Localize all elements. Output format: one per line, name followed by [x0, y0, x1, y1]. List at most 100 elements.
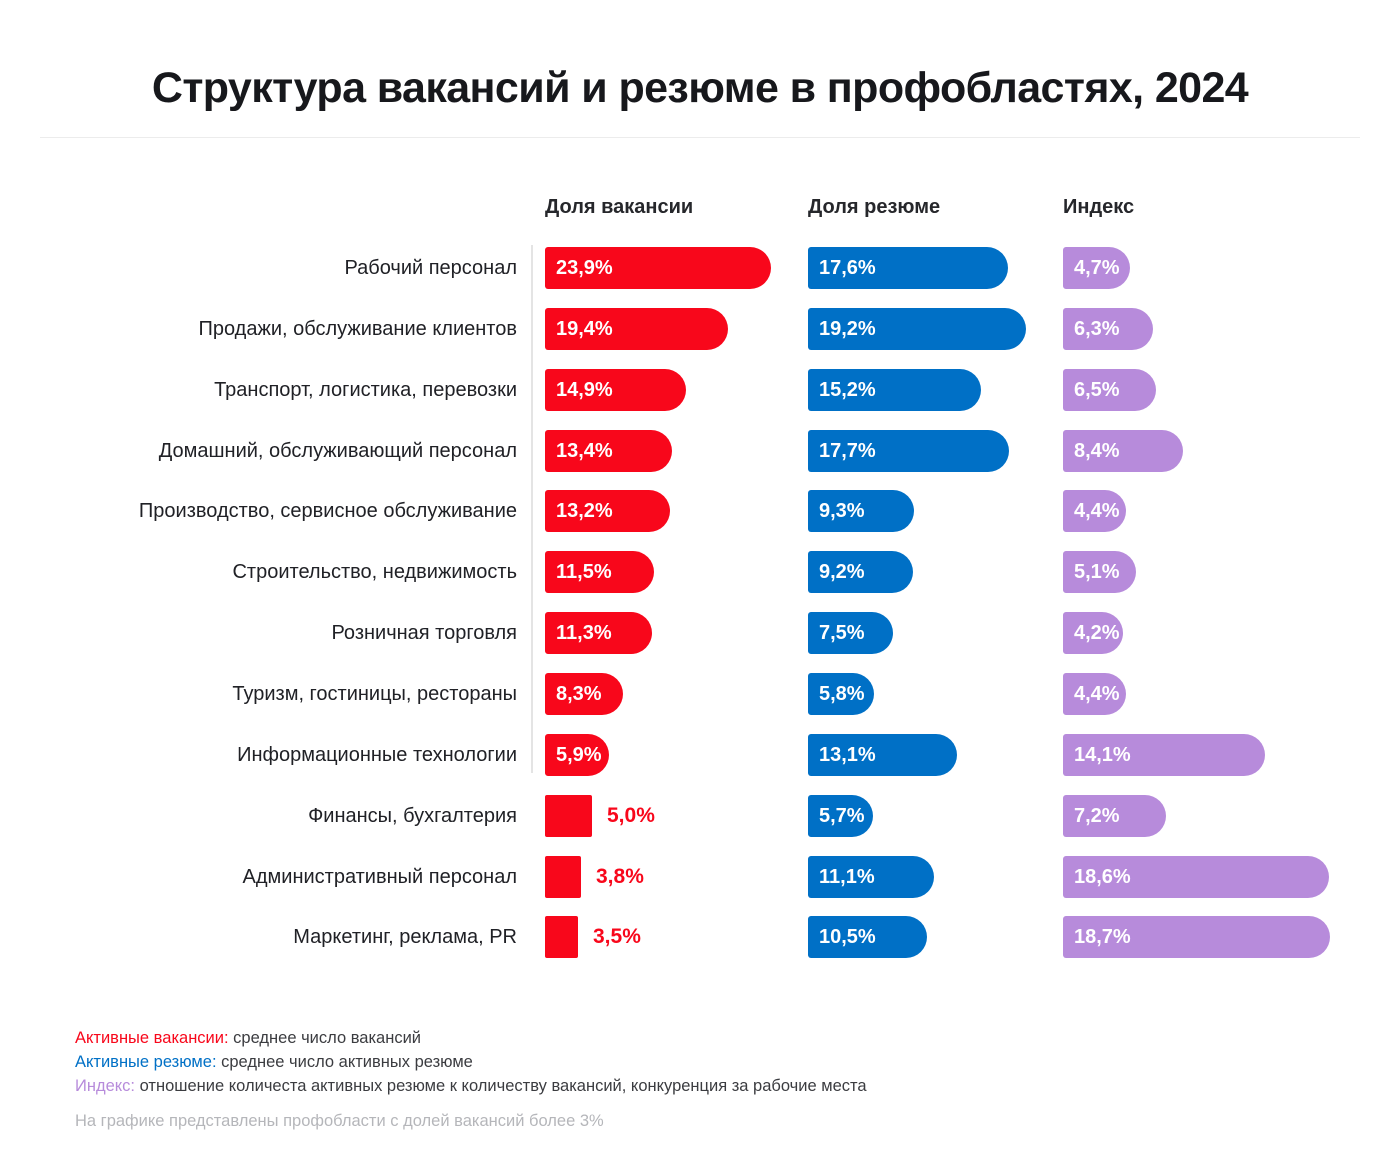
- vacancy-value-label: 13,2%: [556, 500, 613, 523]
- chart-row: Домашний, обслуживающий персонал 13,4% 17,…: [0, 429, 1400, 472]
- index-bar: 4,7%: [1063, 247, 1130, 289]
- chart-row: Строительство, недвижимость 11,5% 9,2% 5,1%: [0, 551, 1400, 594]
- vacancy-value-label: 8,3%: [556, 682, 602, 705]
- resume-bar: 9,3%: [808, 490, 914, 533]
- legend: Активные вакансии: среднее число ваканси…: [75, 1027, 867, 1098]
- legend-line: Активные резюме: среднее число активных …: [75, 1051, 867, 1075]
- resume-value-label: 17,7%: [819, 439, 876, 462]
- index-bar: 4,4%: [1063, 490, 1126, 533]
- resume-value-label: 5,8%: [819, 682, 865, 705]
- resume-value-label: 9,2%: [819, 561, 865, 584]
- index-value-label: 7,2%: [1074, 804, 1120, 827]
- resume-bar: 5,7%: [808, 794, 873, 837]
- index-bar: 4,2%: [1063, 612, 1123, 655]
- vacancy-bar: 5,9%: [545, 733, 609, 776]
- column-header-vacancy-share: Доля вакансии: [545, 196, 694, 218]
- category-label: Финансы, бухгалтерия: [308, 804, 517, 827]
- legend-term: Индекс:: [75, 1076, 136, 1095]
- resume-value-label: 11,1%: [819, 865, 875, 888]
- vacancy-bar: 19,4%: [545, 307, 728, 350]
- index-value-label: 14,1%: [1074, 743, 1131, 766]
- page-title: Структура вакансий и резюме в профобласт…: [151, 64, 1249, 112]
- resume-bar: 11,1%: [808, 855, 934, 898]
- index-value-label: 5,1%: [1074, 561, 1120, 584]
- vacancy-value-label: 3,5%: [593, 925, 641, 949]
- vacancy-bar: [545, 916, 578, 959]
- index-value-label: 18,6%: [1074, 865, 1131, 888]
- resume-value-label: 9,3%: [819, 500, 865, 523]
- vacancy-bar: 8,3%: [545, 672, 623, 715]
- vacancy-bar: 11,3%: [545, 612, 652, 655]
- vacancy-bar: 13,2%: [545, 490, 670, 533]
- chart-row: Продажи, обслуживание клиентов 19,4% 19,2%…: [0, 307, 1400, 350]
- index-value-label: 18,7%: [1074, 926, 1131, 949]
- vacancy-value-label: 11,5%: [556, 561, 612, 584]
- legend-line: Активные вакансии: среднее число ваканси…: [75, 1027, 867, 1051]
- resume-bar: 5,8%: [808, 672, 874, 715]
- resume-value-label: 5,7%: [819, 804, 865, 827]
- resume-bar: 13,1%: [808, 733, 957, 776]
- category-label: Производство, сервисное обслуживание: [138, 500, 517, 523]
- chart-row: Транспорт, логистика, перевозки 14,9% 15,2…: [0, 368, 1400, 411]
- chart-row: Производство, сервисное обслуживание 13,2…: [0, 490, 1400, 533]
- category-label: Рабочий персонал: [344, 257, 517, 279]
- legend-line: Индекс: отношение количеста активных рез…: [75, 1075, 867, 1099]
- category-label: Строительство, недвижимость: [232, 561, 517, 584]
- index-value-label: 4,2%: [1074, 622, 1120, 645]
- index-value-label: 4,4%: [1074, 500, 1120, 523]
- chart-row: Информационные технологии 5,9% 13,1% 14,1%: [0, 733, 1400, 776]
- category-label: Информационные технологии: [237, 743, 517, 766]
- legend-term: Активные вакансии:: [75, 1029, 229, 1047]
- resume-bar: 15,2%: [808, 368, 981, 411]
- footnote: На графике представлены профобласти с до…: [75, 1112, 604, 1130]
- category-label: Административный персонал: [242, 865, 517, 888]
- resume-value-label: 19,2%: [819, 317, 876, 340]
- vacancy-bar: [545, 794, 592, 837]
- category-label: Транспорт, логистика, перевозки: [214, 378, 517, 401]
- category-label: Продажи, обслуживание клиентов: [198, 317, 517, 340]
- vacancy-value-label: 5,0%: [607, 803, 655, 827]
- vacancy-bar: [545, 855, 581, 898]
- vacancy-bar: 11,5%: [545, 551, 654, 594]
- legend-description: отношение количеста активных резюме к ко…: [135, 1076, 867, 1095]
- chart-row: Рабочий персонал 23,9% 17,6% 4,7%: [0, 247, 1400, 289]
- vacancy-bar: 13,4%: [545, 429, 672, 472]
- bar-chart: Рабочий персонал 23,9% 17,6% 4,7% Продажи, о…: [0, 247, 1400, 962]
- resume-bar: 19,2%: [808, 307, 1026, 350]
- title-divider: [40, 137, 1360, 138]
- category-label: Домашний, обслуживающий персонал: [158, 439, 517, 462]
- index-bar: 8,4%: [1063, 429, 1183, 472]
- vacancy-bar: 14,9%: [545, 368, 686, 411]
- column-header-resume-share: Доля резюме: [808, 196, 941, 218]
- index-bar: 18,6%: [1063, 855, 1329, 898]
- vacancy-value-label: 3,8%: [596, 864, 644, 888]
- chart-row: Туризм, гостиницы, рестораны 8,3% 5,8% 4,4%: [0, 672, 1400, 715]
- vacancy-value-label: 23,9%: [556, 257, 613, 279]
- resume-bar: 7,5%: [808, 612, 893, 655]
- category-label: Маркетинг, реклама, PR: [293, 926, 517, 949]
- resume-bar: 10,5%: [808, 916, 927, 959]
- resume-bar: 17,7%: [808, 429, 1009, 472]
- index-value-label: 6,5%: [1074, 378, 1120, 401]
- chart-row: Розничная торговля 11,3% 7,5% 4,2%: [0, 612, 1400, 655]
- index-value-label: 4,7%: [1074, 257, 1120, 279]
- index-value-label: 8,4%: [1074, 439, 1120, 462]
- index-bar: 4,4%: [1063, 672, 1126, 715]
- vacancy-value-label: 19,4%: [556, 317, 613, 340]
- chart-row: Административный персонал 3,8% 11,1% 18,6%: [0, 855, 1400, 898]
- index-value-label: 4,4%: [1074, 682, 1120, 705]
- resume-value-label: 13,1%: [819, 743, 876, 766]
- index-bar: 14,1%: [1063, 733, 1265, 776]
- vacancy-value-label: 5,9%: [556, 743, 602, 766]
- index-bar: 5,1%: [1063, 551, 1136, 594]
- index-bar: 6,3%: [1063, 307, 1153, 350]
- resume-bar: 9,2%: [808, 551, 913, 594]
- index-bar: 7,2%: [1063, 794, 1166, 837]
- category-label: Розничная торговля: [331, 622, 517, 645]
- legend-term: Активные резюме:: [75, 1052, 217, 1071]
- label-bar-divider-line: [531, 245, 533, 773]
- index-bar: 18,7%: [1063, 916, 1330, 959]
- resume-value-label: 7,5%: [819, 622, 865, 645]
- resume-value-label: 15,2%: [819, 378, 876, 401]
